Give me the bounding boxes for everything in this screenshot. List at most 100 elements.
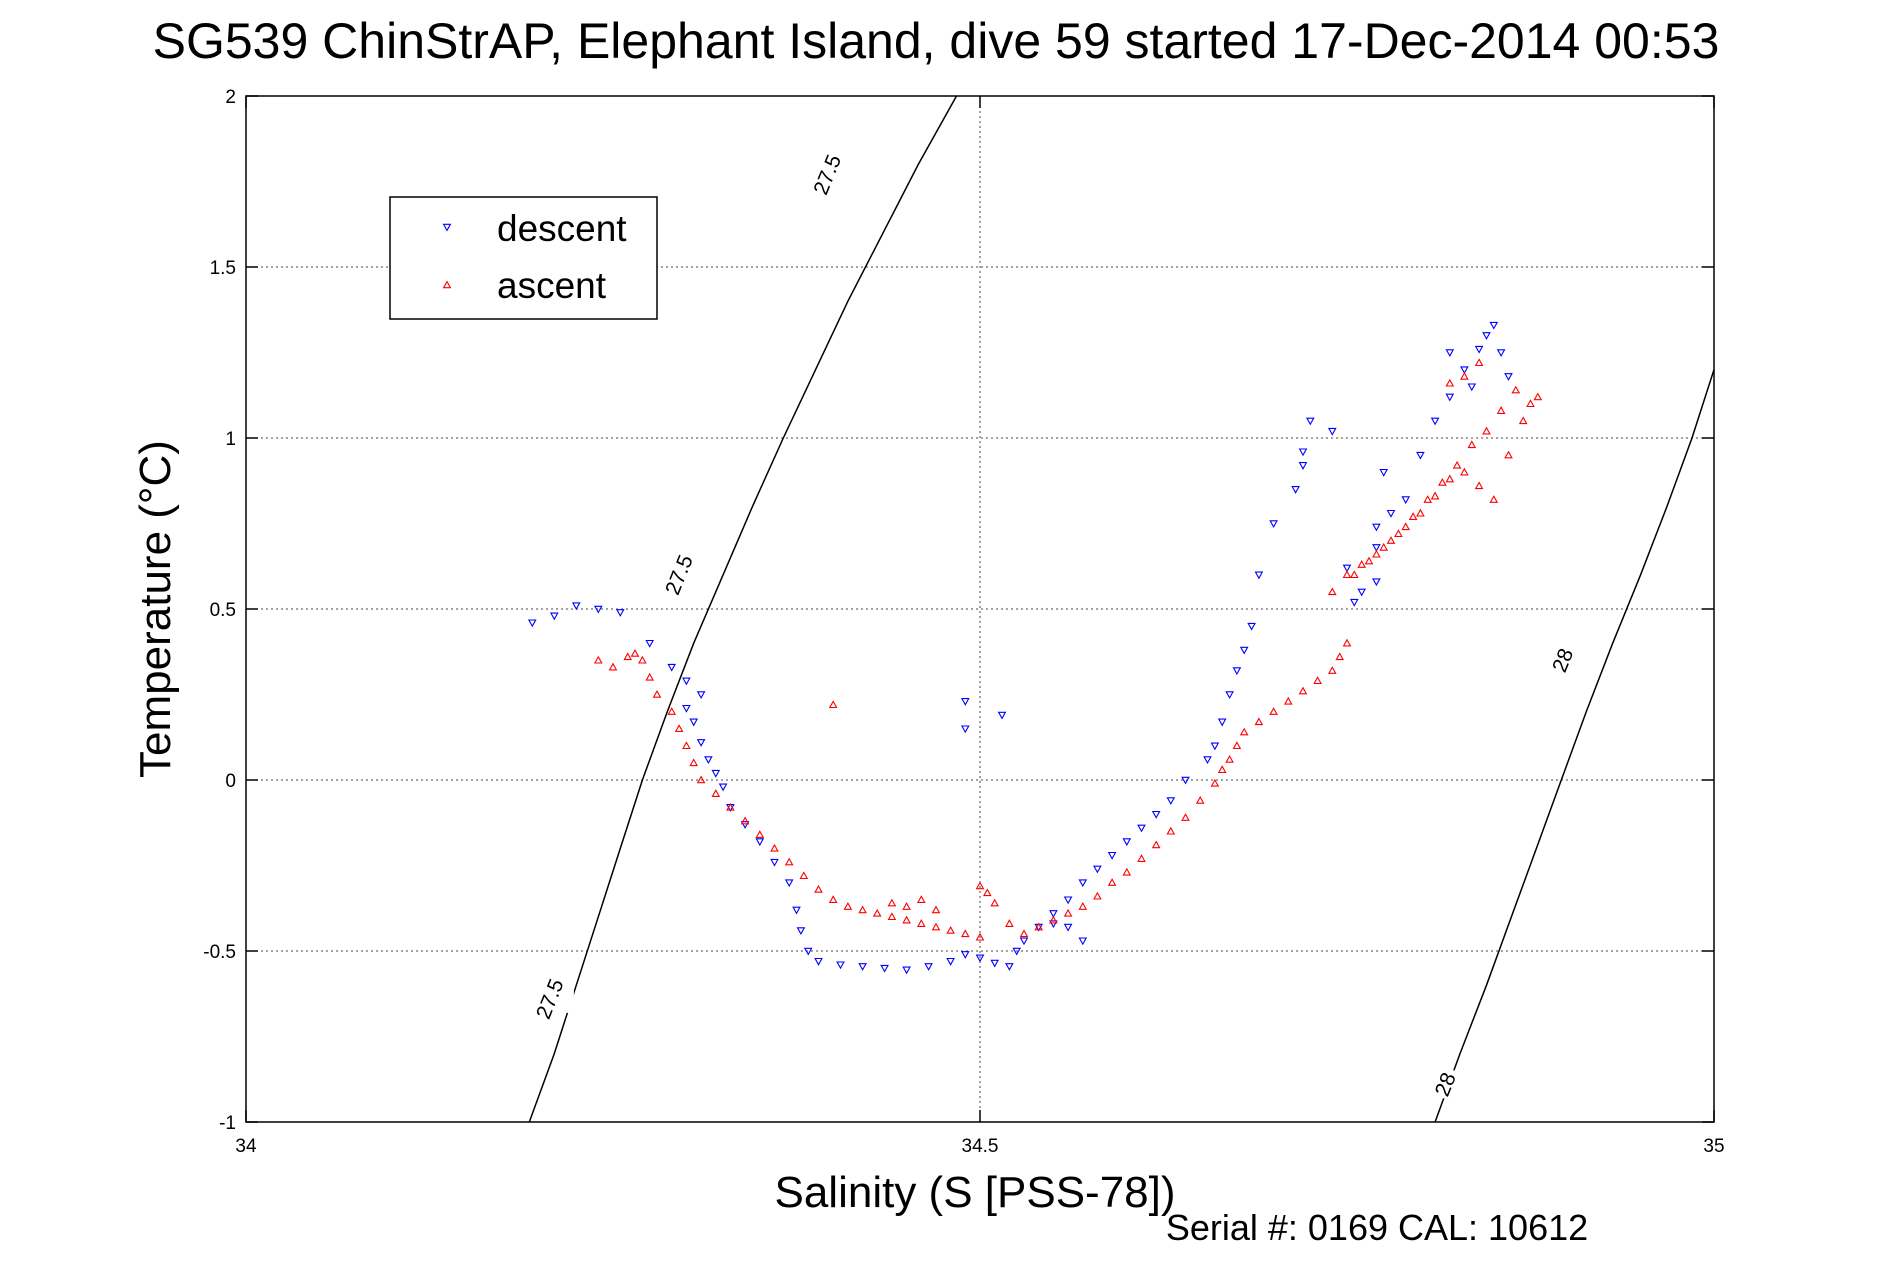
- descent-point: [1012, 947, 1022, 956]
- ascent-point: [1349, 570, 1359, 579]
- ascent-point: [946, 925, 955, 934]
- ascent-point: [990, 898, 1000, 907]
- ascent-point: [872, 908, 882, 917]
- ascent-point: [1342, 638, 1352, 647]
- descent-point: [1005, 963, 1014, 971]
- ascent-point: [1401, 522, 1411, 531]
- ascent-point: [1137, 854, 1146, 862]
- ascent-point: [645, 672, 655, 681]
- descent-point: [975, 954, 985, 963]
- descent-point: [1137, 824, 1146, 833]
- descent-point: [571, 602, 581, 611]
- ascent-point: [828, 895, 838, 903]
- descent-point: [1372, 544, 1381, 552]
- ascent-point: [1181, 813, 1190, 821]
- ascent-point: [931, 905, 941, 914]
- ascent-point: [916, 895, 926, 903]
- descent-point: [858, 963, 867, 971]
- isopycnal-label-bg: [1538, 646, 1587, 675]
- data-points: [527, 321, 1543, 975]
- ascent-point: [1518, 416, 1528, 425]
- descent-point: [1078, 879, 1088, 888]
- descent-point: [1203, 756, 1212, 765]
- ascent-point: [1482, 426, 1491, 435]
- ascent-point: [689, 758, 699, 767]
- ascent-point: [1063, 908, 1073, 917]
- descent-point: [770, 858, 779, 867]
- descent-point: [902, 966, 911, 975]
- legend-marker-ascent: [442, 280, 452, 289]
- y-tick-label: 0.5: [210, 600, 236, 621]
- descent-point: [1496, 349, 1506, 358]
- descent-point: [784, 879, 794, 888]
- descent-point: [1254, 571, 1264, 580]
- ascent-point: [652, 689, 662, 698]
- ascent-point: [1379, 542, 1389, 551]
- descent-point: [1504, 373, 1513, 381]
- ascent-point: [960, 929, 970, 938]
- descent-point: [1467, 383, 1477, 392]
- ascent-point: [1386, 536, 1396, 544]
- ascent-point: [630, 648, 640, 657]
- ascent-point: [975, 881, 985, 890]
- ascent-point: [1049, 915, 1058, 924]
- ascent-point: [1489, 495, 1499, 503]
- descent-point: [740, 821, 750, 830]
- ascent-point: [1452, 460, 1462, 469]
- ascent-point: [1166, 826, 1176, 835]
- descent-point: [1305, 417, 1315, 426]
- descent-point: [718, 783, 728, 792]
- descent-point: [1239, 646, 1249, 655]
- ascent-point: [1445, 474, 1455, 483]
- ascent-point: [1005, 919, 1014, 927]
- ascent-point: [1504, 450, 1513, 459]
- descent-point: [1482, 332, 1491, 340]
- descent-point: [689, 718, 699, 727]
- ascent-point: [1283, 696, 1293, 705]
- descent-point: [960, 951, 970, 959]
- ascent-point: [1335, 652, 1345, 661]
- x-axis-label: Salinity (S [PSS-78]): [774, 1168, 1175, 1217]
- ascent-point: [1107, 878, 1117, 886]
- ascent-point: [1416, 508, 1425, 517]
- y-tick-label: 2: [225, 87, 236, 108]
- descent-point: [696, 691, 706, 700]
- descent-point: [1357, 588, 1367, 597]
- legend-box: [389, 196, 658, 320]
- legend: descent ascent: [389, 196, 658, 320]
- ascent-point: [726, 802, 735, 811]
- y-tick-label: 1.5: [210, 258, 236, 279]
- legend-descent-triangle: [442, 223, 452, 232]
- descent-point: [1342, 564, 1352, 573]
- ascent-point: [1430, 491, 1440, 500]
- descent-point: [527, 619, 537, 628]
- ascent-point: [931, 922, 941, 931]
- descent-point: [880, 964, 889, 973]
- descent-point: [704, 756, 713, 765]
- ascent-point: [858, 905, 867, 914]
- ascent-point: [1093, 891, 1102, 900]
- ascent-point: [608, 662, 618, 671]
- series-ascent: [593, 358, 1543, 941]
- descent-point: [1298, 448, 1308, 457]
- ascent-point: [740, 816, 750, 825]
- ascent-point: [887, 912, 897, 921]
- grid-lines: [246, 96, 1714, 1122]
- ascent-point: [593, 655, 603, 664]
- descent-point: [755, 838, 765, 847]
- descent-point: [1107, 851, 1117, 860]
- y-tick-label: -1: [219, 1113, 236, 1134]
- y-tick-label: -0.5: [203, 942, 236, 963]
- ascent-point: [1460, 467, 1469, 476]
- ascent-point: [696, 775, 706, 784]
- ascent-point: [814, 884, 823, 893]
- descent-point: [711, 769, 721, 778]
- ascent-point: [1408, 512, 1418, 520]
- descent-point: [1372, 578, 1381, 587]
- y-axis-label: Temperature (°C): [131, 440, 180, 778]
- descent-point: [1269, 520, 1278, 529]
- legend-ascent-triangle: [442, 280, 452, 289]
- ascent-point: [902, 901, 911, 910]
